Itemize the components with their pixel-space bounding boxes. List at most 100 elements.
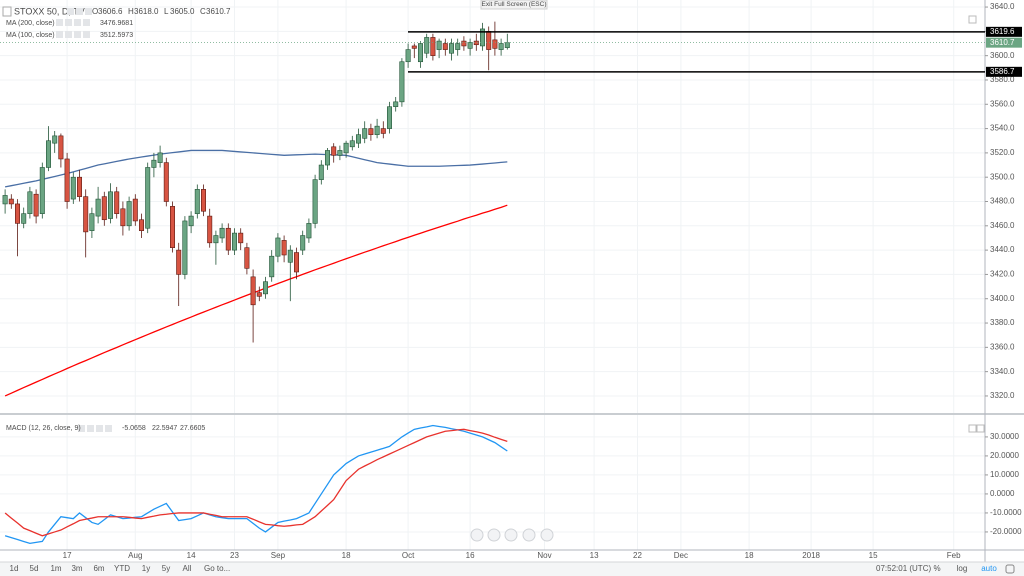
ma200-value: 3476.9681 — [100, 20, 133, 27]
candle-body — [120, 208, 126, 227]
last-price-label: 3610.7 — [990, 38, 1015, 47]
candle-body — [33, 193, 39, 217]
candle-body — [101, 196, 107, 221]
y-tick-label: 3480.0 — [990, 197, 1015, 206]
y-tick-label: 3600.0 — [990, 51, 1015, 60]
y-tick-label: -10.0000 — [990, 508, 1022, 517]
range-button[interactable]: 1m — [50, 564, 61, 573]
candle-body — [337, 150, 343, 156]
candle-body — [275, 237, 281, 257]
clock: 07:52:01 (UTC) — [876, 564, 931, 573]
y-tick-label: 3420.0 — [990, 270, 1015, 279]
scroll-buttons[interactable] — [470, 528, 554, 542]
bottom-toolbar — [0, 562, 1024, 576]
candle-body — [287, 249, 293, 263]
candle-body — [374, 125, 380, 135]
pane-buttons[interactable] — [968, 15, 985, 433]
candle-body — [436, 40, 442, 50]
y-tick-label: 3520.0 — [990, 148, 1015, 157]
ohlc-value: 3606.6 — [98, 7, 123, 16]
candle-body — [45, 140, 51, 168]
candle-body — [157, 152, 163, 163]
macd-histogram-value: -5.0658 — [122, 425, 146, 432]
range-button[interactable]: 5d — [30, 564, 39, 573]
candle-body — [182, 220, 188, 275]
range-button[interactable]: 1d — [10, 564, 19, 573]
candle-body — [269, 255, 275, 278]
candle-body — [355, 134, 361, 144]
x-tick-label: 2018 — [802, 551, 820, 560]
x-tick-label: Nov — [537, 551, 551, 560]
range-button[interactable]: 3m — [71, 564, 82, 573]
candle-body — [70, 176, 76, 200]
header-icons — [56, 8, 112, 432]
candle-body — [362, 128, 368, 139]
exit-fullscreen-text[interactable]: Exit Full Screen (ESC) — [481, 1, 546, 8]
candle-body — [380, 128, 386, 134]
x-tick-label: Dec — [674, 551, 688, 560]
ma100-legend: MA (100, close) — [6, 32, 55, 39]
y-tick-label: 3340.0 — [990, 367, 1015, 376]
candle-body — [219, 227, 225, 239]
range-button[interactable]: All — [183, 564, 192, 573]
y-tick-label: 3360.0 — [990, 342, 1015, 351]
candle-body — [250, 276, 256, 306]
candle-body — [293, 252, 299, 273]
candle-body — [368, 128, 374, 135]
x-tick-label: 16 — [466, 551, 475, 560]
macd-line — [4, 428, 508, 537]
exit-fullscreen-button[interactable] — [480, 0, 548, 10]
candle-body — [504, 42, 510, 48]
range-button[interactable]: YTD — [114, 564, 130, 573]
candle-body — [114, 191, 120, 214]
scale-option[interactable]: log — [957, 564, 968, 573]
candle-body — [151, 159, 157, 168]
range-button[interactable]: 1y — [142, 564, 150, 573]
candle-body — [232, 232, 238, 251]
candle-body — [343, 142, 349, 154]
collapse-icon[interactable] — [2, 6, 12, 17]
scale-option[interactable]: % — [933, 564, 940, 573]
x-tick-label: 18 — [745, 551, 754, 560]
x-tick-label: 14 — [187, 551, 196, 560]
y-tick-label: 3460.0 — [990, 221, 1015, 230]
candle-body — [21, 213, 27, 224]
candle-body — [312, 179, 318, 224]
candle-body — [126, 201, 132, 227]
level-label-box — [986, 66, 1022, 77]
x-tick-label: 17 — [63, 551, 72, 560]
candle-body — [27, 191, 33, 214]
signal-value: 27.6605 — [180, 425, 205, 432]
range-button[interactable]: 5y — [162, 564, 170, 573]
candle-body — [39, 167, 45, 214]
candle-body — [479, 28, 485, 47]
x-tick-label: Sep — [271, 551, 286, 560]
candle-body — [424, 37, 430, 54]
candle-body — [163, 162, 169, 202]
x-tick-label: Oct — [402, 551, 415, 560]
candle-body — [95, 198, 101, 217]
candle-body — [132, 198, 138, 222]
goto-button[interactable]: Go to... — [204, 564, 230, 573]
candle-body — [244, 247, 250, 269]
y-tick-label: 3500.0 — [990, 172, 1015, 181]
moving-average — [4, 149, 508, 188]
settings-icon[interactable] — [1005, 564, 1015, 574]
ma200-legend: MA (200, close) — [6, 20, 55, 27]
candle-body — [306, 223, 312, 239]
scale-option[interactable]: auto — [981, 564, 997, 573]
ohlc-key: C — [200, 7, 206, 16]
y-tick-label: 30.0000 — [990, 432, 1019, 441]
candle-body — [349, 140, 355, 148]
x-tick-label: 22 — [633, 551, 642, 560]
candle-body — [77, 176, 83, 197]
range-button[interactable]: 6m — [93, 564, 104, 573]
candle-body — [262, 281, 268, 295]
y-tick-label: 3320.0 — [990, 391, 1015, 400]
candle-body — [188, 215, 194, 227]
candle-body — [64, 158, 70, 202]
ma100-value: 3512.5973 — [100, 32, 133, 39]
x-tick-label: Aug — [128, 551, 142, 560]
